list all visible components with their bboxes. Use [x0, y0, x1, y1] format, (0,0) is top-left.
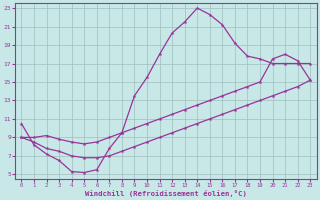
X-axis label: Windchill (Refroidissement éolien,°C): Windchill (Refroidissement éolien,°C): [85, 190, 247, 197]
